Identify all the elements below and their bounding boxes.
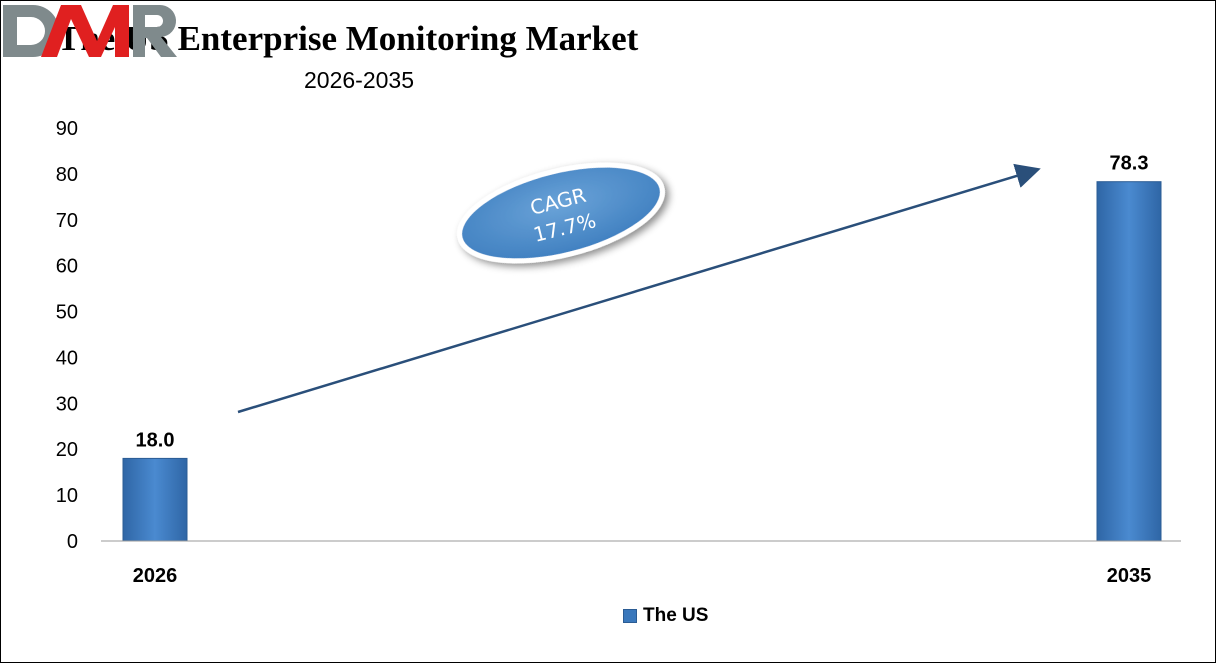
y-tick-label: 90 [56, 118, 78, 140]
legend-swatch [623, 609, 637, 623]
y-tick-label: 0 [67, 531, 78, 553]
dmr-logo [3, 4, 177, 57]
chart-subtitle: 2026-2035 [304, 67, 414, 93]
y-tick-label: 80 [56, 164, 78, 186]
legend: The US [623, 605, 708, 627]
y-tick-label: 70 [56, 210, 78, 232]
cagr-ellipse: CAGR 17.7% [457, 162, 665, 264]
y-tick-label: 20 [56, 439, 78, 461]
x-tick-label: 2026 [133, 565, 178, 587]
data-label: 78.3 [1110, 153, 1149, 175]
x-tick-label: 2035 [1107, 565, 1152, 587]
y-tick-label: 40 [56, 347, 78, 369]
y-tick-label: 50 [56, 302, 78, 324]
data-label: 18.0 [136, 429, 175, 451]
y-tick-label: 30 [56, 393, 78, 415]
y-tick-label: 60 [56, 256, 78, 278]
bar-2035 [1096, 181, 1162, 542]
cagr-arrow [237, 163, 1041, 414]
legend-label: The US [643, 605, 709, 626]
y-tick-label: 10 [56, 485, 78, 507]
bar-2026 [122, 457, 188, 542]
